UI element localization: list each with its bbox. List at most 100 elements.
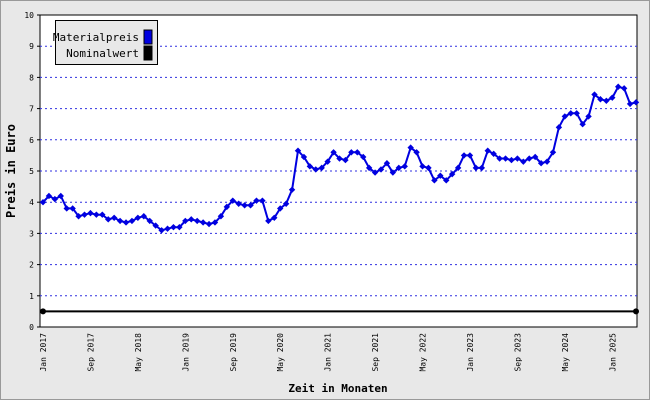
legend-box [55,20,158,65]
point [383,160,391,167]
x-tick-label: May 2020 [276,333,285,372]
point [543,158,551,165]
point [229,197,236,204]
point [277,205,284,212]
point [531,153,539,161]
point [632,99,640,106]
point [567,110,574,117]
point [419,163,426,170]
point [448,170,456,178]
point [407,144,414,151]
legend-swatch [143,45,153,61]
point [626,100,634,108]
legend: Materialpreis Nominalwert [53,20,158,65]
point [205,220,213,228]
point [354,149,361,156]
point [140,213,148,220]
point [431,177,438,184]
point [288,186,296,193]
point [460,152,468,159]
x-axis-title: Zeit in Monaten [288,382,387,395]
point [51,195,59,203]
point [241,202,248,209]
y-tick-label: 5 [29,167,34,176]
point [330,149,337,156]
point [371,169,379,176]
point [116,217,124,225]
point [472,164,480,172]
point [484,147,491,154]
point [395,164,402,172]
point [105,216,112,223]
point [45,192,53,200]
x-tick-label: Sep 2021 [371,333,380,372]
point [63,205,70,212]
point [591,91,598,98]
point [199,219,207,226]
point [306,163,314,170]
point [146,217,153,225]
legend-swatch [143,29,153,45]
point [555,124,563,131]
point [437,172,444,179]
point [537,160,545,167]
point [585,113,592,120]
point [425,164,432,172]
x-tick-label: Jan 2019 [181,333,190,372]
point [496,155,503,162]
y-tick-label: 2 [29,261,34,270]
point [223,203,231,211]
x-tick-label: May 2018 [134,333,143,372]
point [597,96,604,103]
point [520,158,527,165]
point [93,211,100,218]
point [454,164,462,172]
point [478,164,486,172]
y-tick-label: 0 [29,323,34,332]
point [253,197,260,204]
point [633,308,639,315]
point [193,217,201,225]
point [110,214,118,221]
point [158,227,165,234]
point [579,121,586,128]
x-tick-label: Sep 2023 [513,333,522,372]
x-tick-label: Sep 2019 [229,333,238,372]
point [490,150,497,158]
point [87,209,94,217]
plot-area [39,14,638,328]
point [134,214,142,221]
point [40,308,46,315]
point [377,166,385,173]
point [217,213,225,220]
point [211,219,219,226]
point [318,164,325,172]
point [603,97,610,104]
point [342,156,349,164]
point [282,200,290,207]
point [247,202,254,209]
point [122,219,130,226]
point [164,225,171,232]
y-tick-label: 6 [29,136,34,145]
y-tick-label: 9 [29,42,34,51]
point [81,211,88,218]
point [271,214,278,221]
x-tick-label: Sep 2017 [86,333,95,372]
y-tick-label: 1 [29,292,34,301]
x-tick-label: May 2024 [561,333,570,372]
point [508,156,515,164]
legend-label: Nominalwert [66,47,139,60]
point [413,149,420,156]
y-tick-label: 7 [29,105,34,114]
x-tick-label: May 2022 [419,333,428,372]
x-tick-label: Jan 2021 [324,333,333,372]
point [176,223,183,231]
x-tick-label: Jan 2017 [39,333,48,372]
point [336,155,343,162]
point [235,200,242,207]
point [69,205,76,212]
point [620,85,628,92]
